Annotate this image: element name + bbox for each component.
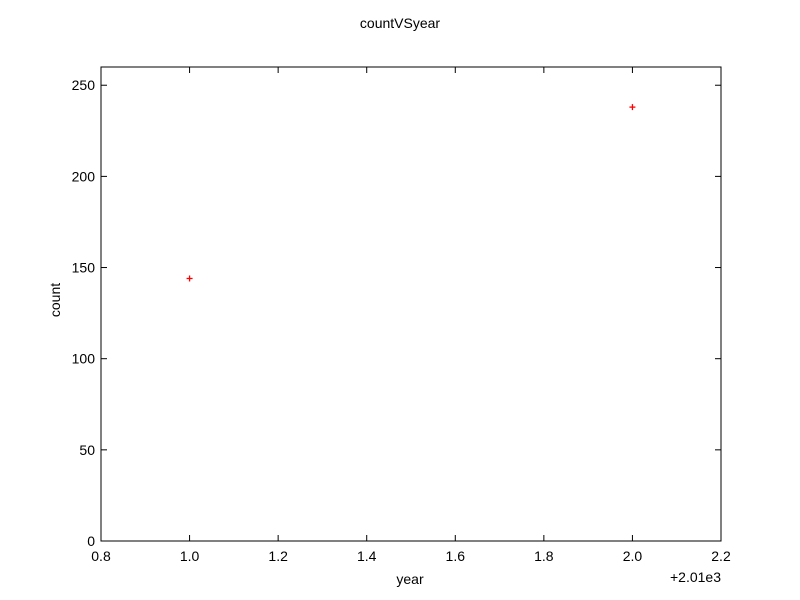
y-tick-label: 150 xyxy=(72,260,96,276)
y-tick-label: 50 xyxy=(79,442,95,458)
x-tick-label: 1.0 xyxy=(180,548,200,564)
x-axis-ticks: 0.8 1.0 1.2 1.4 1.6 1.8 2.0 2.2 xyxy=(91,67,731,564)
data-point-marker xyxy=(629,104,636,111)
data-point-marker xyxy=(186,275,193,282)
data-points xyxy=(186,104,636,282)
y-tick-label: 100 xyxy=(72,351,96,367)
y-axis-label: count xyxy=(47,283,63,317)
plot-area: 0.8 1.0 1.2 1.4 1.6 1.8 2.0 2.2 0 50 100 150 200 250 xyxy=(72,66,731,564)
y-axis-ticks: 0 50 100 150 200 250 xyxy=(72,77,721,549)
x-tick-label: 0.8 xyxy=(91,548,111,564)
chart-title: countVSyear xyxy=(360,15,440,31)
x-axis-label: year xyxy=(396,571,424,587)
y-tick-label: 0 xyxy=(87,533,95,549)
x-tick-label: 2.0 xyxy=(623,548,643,564)
x-tick-label: 1.8 xyxy=(534,548,554,564)
x-tick-label: 1.2 xyxy=(268,548,288,564)
x-tick-label: 1.6 xyxy=(446,548,466,564)
x-tick-label: 2.2 xyxy=(711,548,731,564)
y-tick-label: 200 xyxy=(72,168,96,184)
y-tick-label: 250 xyxy=(72,77,96,93)
x-axis-offset-label: +2.01e3 xyxy=(670,569,721,585)
plot-frame xyxy=(100,66,722,542)
x-tick-label: 1.4 xyxy=(357,548,377,564)
